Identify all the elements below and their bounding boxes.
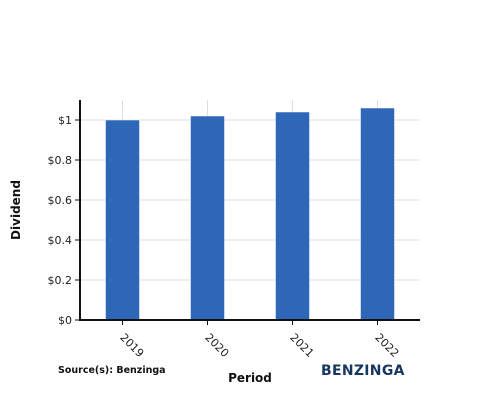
y-tick-label: $0.2 (48, 274, 73, 287)
x-axis-title: Period (228, 371, 272, 385)
brand-logo: BENZINGA (321, 363, 405, 379)
y-tick-label: $0 (58, 314, 72, 327)
x-tick-label: 2020 (202, 331, 231, 360)
y-tick-label: $0.8 (48, 154, 73, 167)
x-tick-label: 2021 (287, 331, 316, 360)
bar-2022 (360, 107, 395, 321)
x-tick-label: 2022 (372, 331, 401, 360)
axes (75, 100, 420, 325)
y-axis-title: Dividend (9, 180, 23, 240)
x-tick-label: 2019 (117, 331, 146, 360)
bar-2019 (105, 119, 140, 321)
x-tick-labels: 2019 2020 2021 2022 (117, 331, 401, 360)
y-tick-labels: $0 $0.2 $0.4 $0.6 $0.8 $1 (48, 114, 73, 327)
bar-2020 (190, 115, 225, 321)
bars (105, 107, 395, 321)
bar-2021 (275, 111, 310, 321)
y-tick-label: $1 (58, 114, 72, 127)
y-tick-label: $0.4 (48, 234, 73, 247)
source-note: Source(s): Benzinga (58, 365, 166, 376)
y-tick-label: $0.6 (48, 194, 73, 207)
